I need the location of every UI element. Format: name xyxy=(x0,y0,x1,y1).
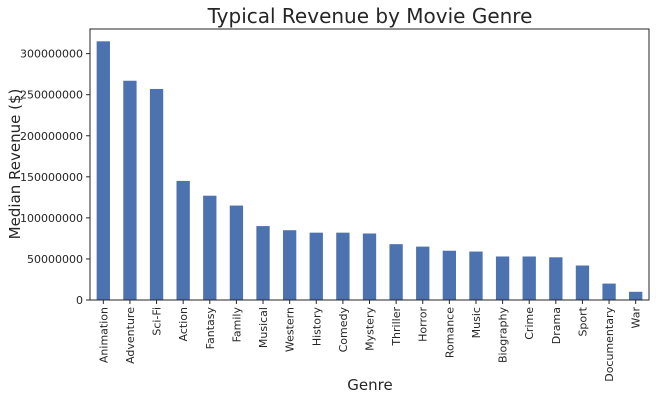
bar-biography xyxy=(495,256,510,300)
x-tick-label: War xyxy=(630,307,643,329)
bar-thriller xyxy=(389,244,403,300)
bar-family xyxy=(229,205,244,300)
bar-romance xyxy=(442,250,457,300)
y-ticks-group: 0 50000000 100000000 150000000 200000000 2500… xyxy=(20,48,90,307)
x-tick-label: Romance xyxy=(443,307,456,358)
y-axis-label: Median Revenue ($) xyxy=(6,89,24,240)
x-tick-label: Thriller xyxy=(390,307,403,347)
x-tick-label: Biography xyxy=(497,307,510,364)
x-ticks-group: Animation Adventure Sci-Fi Action Fantasy Fam… xyxy=(97,300,643,382)
x-tick-label: Animation xyxy=(97,307,110,363)
x-tick-label: Drama xyxy=(550,307,563,344)
x-axis-label: Genre xyxy=(347,376,392,394)
bar-music xyxy=(469,251,483,300)
bar-comedy xyxy=(336,232,350,300)
bar-sci-fi xyxy=(149,88,164,300)
bars-group xyxy=(96,41,643,301)
bar-mystery xyxy=(362,233,377,300)
x-tick-label: Music xyxy=(470,307,483,338)
x-tick-label: History xyxy=(310,307,323,347)
bar-horror xyxy=(416,246,430,300)
bar-history xyxy=(309,232,323,300)
chart-title: Typical Revenue by Movie Genre xyxy=(207,4,533,28)
bar-documentary xyxy=(602,283,616,300)
x-tick-label: Musical xyxy=(257,307,270,348)
y-tick-label: 200000000 xyxy=(20,130,83,143)
x-tick-label: Family xyxy=(230,307,243,343)
y-tick-label: 0 xyxy=(76,294,83,307)
x-tick-label: Horror xyxy=(417,307,430,342)
bar-war xyxy=(629,291,643,300)
bar-crime xyxy=(522,256,536,300)
x-tick-label: Crime xyxy=(523,307,536,340)
x-tick-label: Adventure xyxy=(124,307,137,364)
bar-action xyxy=(176,180,190,300)
x-tick-label: Documentary xyxy=(603,307,616,382)
x-tick-label: Mystery xyxy=(364,307,377,351)
x-tick-label: Western xyxy=(284,307,297,352)
bar-western xyxy=(282,230,297,300)
bar-musical xyxy=(256,226,270,300)
x-tick-label: Action xyxy=(177,307,190,341)
bar-animation xyxy=(96,41,110,300)
bar-sport xyxy=(575,265,590,300)
y-tick-label: 300000000 xyxy=(20,48,83,61)
x-tick-label: Sci-Fi xyxy=(151,307,164,336)
x-tick-label: Comedy xyxy=(337,307,350,353)
x-tick-label: Sport xyxy=(576,306,589,336)
bar-drama xyxy=(549,257,563,300)
y-tick-label: 250000000 xyxy=(20,89,83,102)
bar-adventure xyxy=(123,80,137,301)
plot-frame xyxy=(89,28,650,301)
x-tick-label: Fantasy xyxy=(204,307,217,350)
y-tick-label: 50000000 xyxy=(27,253,83,266)
y-tick-label: 100000000 xyxy=(20,212,83,225)
bar-fantasy xyxy=(203,195,217,300)
y-tick-label: 150000000 xyxy=(20,171,83,184)
